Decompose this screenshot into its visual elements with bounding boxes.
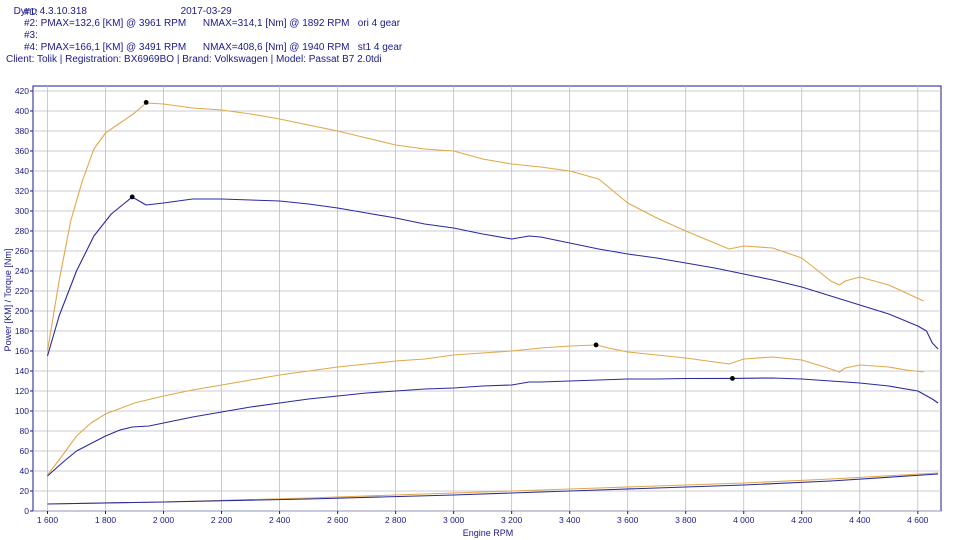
y-tick-label: 40 (20, 466, 30, 476)
x-tick-label: 2 400 (269, 515, 291, 525)
x-tick-label: 3 800 (675, 515, 697, 525)
x-tick-label: 4 000 (733, 515, 755, 525)
plot-frame (32, 85, 942, 512)
y-tick-label: 100 (15, 406, 29, 416)
y-tick-label: 280 (15, 226, 29, 236)
run-2-line: #2: PMAX=132,6 [KM] @ 3961 RPM NMAX=314,… (24, 18, 401, 29)
y-tick-label: 160 (15, 346, 29, 356)
y-tick-label: 420 (15, 86, 29, 96)
y-tick-label: 180 (15, 326, 29, 336)
peak-marker (143, 100, 149, 105)
series-line-4 (47, 377, 939, 477)
peak-marker (129, 194, 135, 200)
chart-axes: 1 600 1 800 2 000 2 200 2 400 2 600 2 800 3 000… (15, 86, 929, 525)
y-axis-label: Power [KM] / Torque [Nm] (3, 249, 13, 352)
x-axis-label: Engine RPM (463, 528, 514, 538)
y-tick-label: 140 (15, 366, 29, 376)
y-tick-label: 220 (15, 286, 29, 296)
x-tick-label: 2 800 (385, 515, 407, 525)
series-line-6 (47, 473, 939, 505)
peak-marker (593, 342, 599, 348)
peak-marker (730, 376, 735, 381)
y-tick-label: 400 (15, 106, 29, 116)
y-tick-label: 240 (15, 266, 29, 276)
y-tick-label: 120 (15, 386, 29, 396)
series-line-3 (47, 344, 924, 476)
x-tick-label: 4 400 (849, 515, 871, 525)
y-tick-label: 340 (15, 166, 29, 176)
run-3-line: #3: (24, 30, 38, 41)
x-tick-label: 2 000 (153, 515, 175, 525)
header-line-0: Dyno 4.3.10.318 (8, 0, 87, 17)
x-tick-label: 3 600 (617, 515, 639, 525)
chart-grid (32, 85, 942, 512)
series-line-1 (46, 102, 924, 352)
x-tick-label: 1 600 (37, 515, 59, 525)
software-version: Dyno 4.3.10.318 (13, 6, 87, 17)
x-tick-label: 1 800 (95, 515, 117, 525)
client-info-line: Client: Tolik | Registration: BX6969BO |… (6, 54, 382, 65)
x-tick-label: 2 600 (327, 515, 349, 525)
x-tick-label: 4 200 (791, 515, 813, 525)
run-1-line: #1: (24, 7, 38, 18)
x-tick-label: 4 600 (907, 515, 929, 525)
header-date: 2017-03-29 (175, 0, 232, 17)
x-tick-label: 3 200 (501, 515, 523, 525)
y-tick-label: 360 (15, 146, 29, 156)
y-tick-label: 200 (15, 306, 29, 316)
chart-series (46, 102, 939, 505)
x-tick-label: 2 200 (211, 515, 233, 525)
y-tick-label: 300 (15, 206, 29, 216)
run-4-line: #4: PMAX=166,1 [KM] @ 3491 RPM NMAX=408,… (24, 42, 403, 53)
y-tick-label: 380 (15, 126, 29, 136)
x-tick-label: 3 000 (443, 515, 465, 525)
y-tick-label: 80 (20, 426, 30, 436)
chart-markers (129, 100, 735, 381)
test-date: 2017-03-29 (180, 6, 232, 17)
y-tick-label: 60 (20, 446, 30, 456)
y-tick-label: 0 (24, 506, 29, 516)
y-tick-label: 260 (15, 246, 29, 256)
x-tick-label: 3 400 (559, 515, 581, 525)
series-line-2 (46, 196, 939, 357)
y-tick-label: 320 (15, 186, 29, 196)
y-tick-label: 20 (20, 486, 30, 496)
